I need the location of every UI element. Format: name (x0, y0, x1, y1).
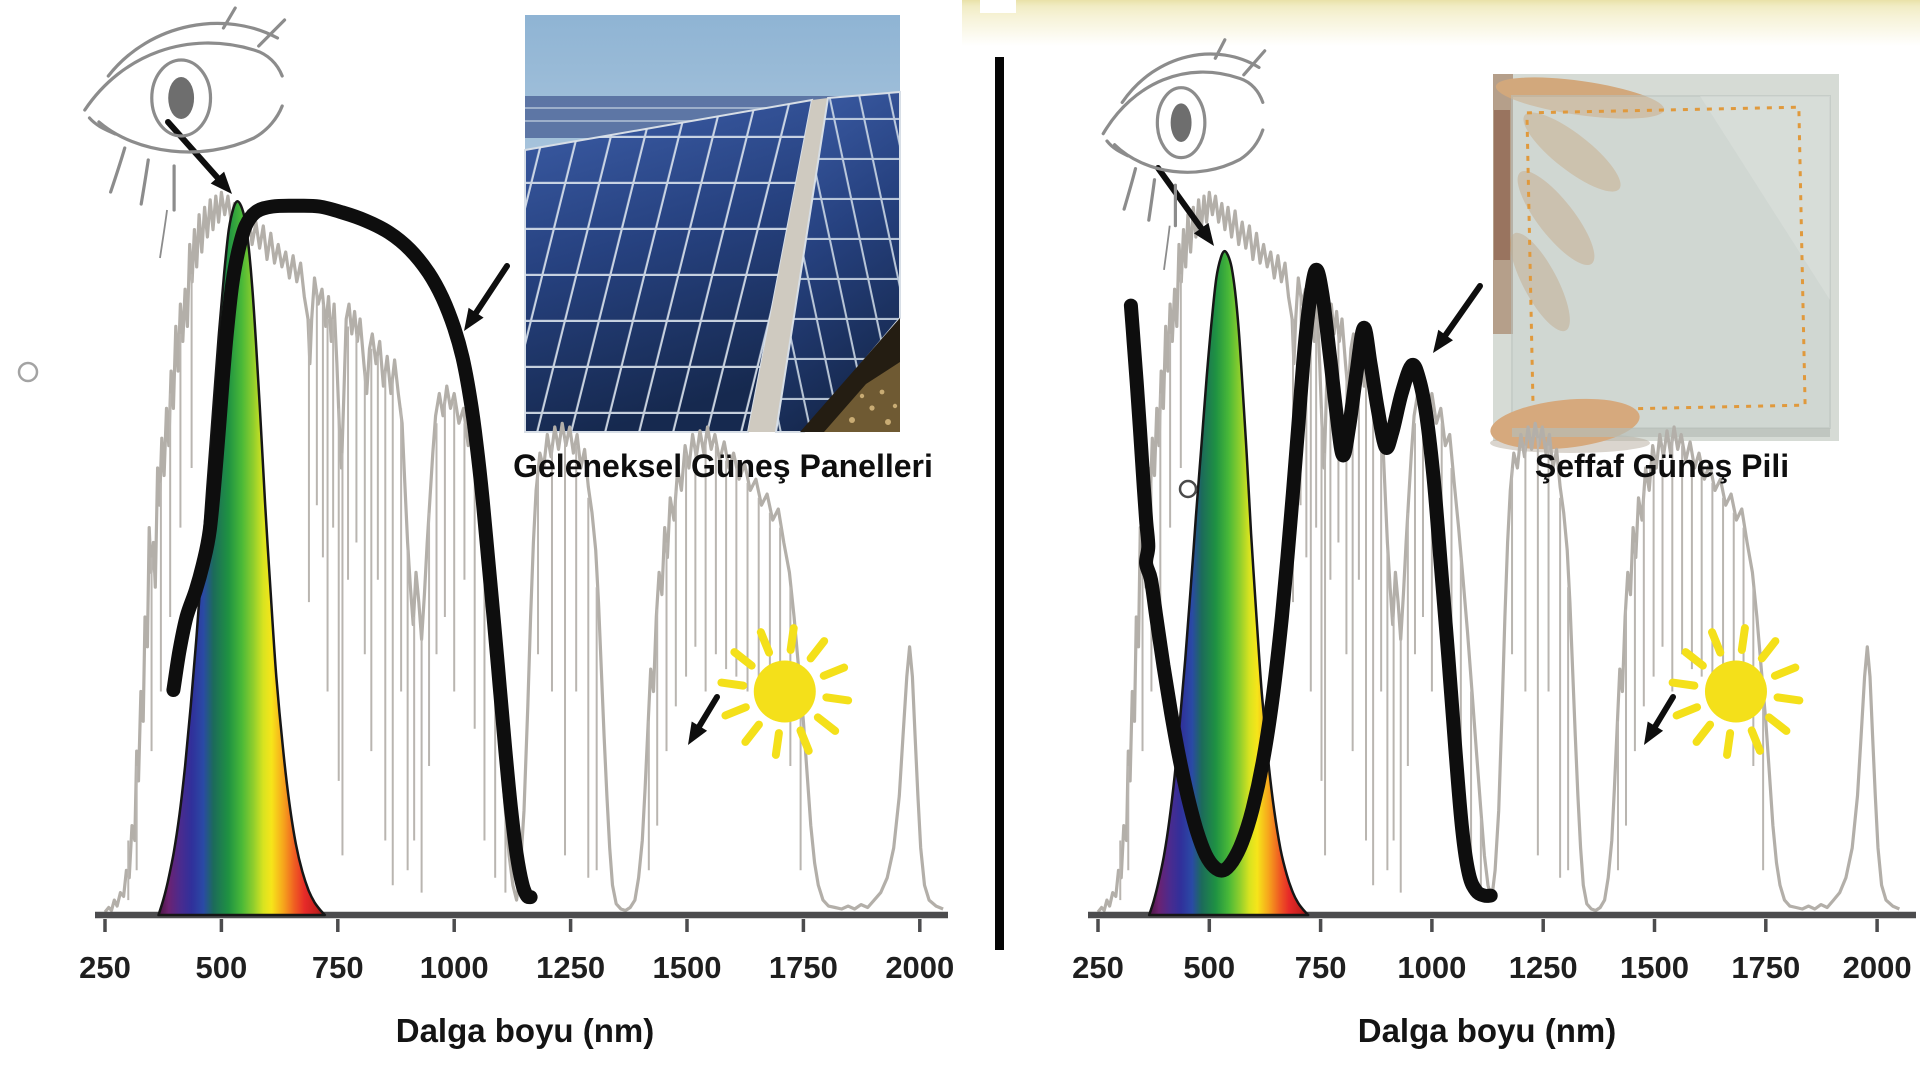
slide-header-band (962, 0, 1920, 46)
axis-tick-label: 500 (196, 950, 248, 985)
axis-tick-label: 1500 (1620, 950, 1689, 985)
atmospheric-absorption-lines (127, 274, 802, 901)
annotation-arrow (165, 119, 232, 194)
sun-icon (717, 624, 853, 759)
axis-tick-label: 1000 (420, 950, 489, 985)
stray-circle-mark (17, 361, 39, 383)
axis-tick-label: 2000 (885, 950, 954, 985)
axis-tick-label: 750 (312, 950, 364, 985)
device-response-curve (166, 198, 538, 905)
annotation-arrow (464, 263, 510, 331)
x-axis-title-right: Dalga boyu (nm) (1357, 1012, 1617, 1049)
axis-tick-label: 1500 (653, 950, 722, 985)
solar-spectrum-curve (103, 190, 944, 914)
header-band-notch (980, 0, 1016, 13)
axis-tick-label: 250 (1072, 950, 1124, 985)
chart-layers-traditional: 250 500 750 1000 1250 1500 1750 2000 (17, 8, 954, 985)
x-axis: 250 500 750 1000 1250 1500 1750 2000 (79, 911, 954, 985)
transparent-cell-photo (1490, 74, 1839, 453)
eye-icon (1103, 40, 1265, 270)
annotation-arrow (1155, 165, 1214, 246)
axis-tick-label: 500 (1183, 950, 1235, 985)
chart-traditional-panel: 250 500 750 1000 1250 1500 1750 2000 (17, 0, 954, 985)
panel-divider-line (995, 57, 1004, 950)
axis-tick-label: 1250 (536, 950, 605, 985)
axis-tick-label: 750 (1295, 950, 1347, 985)
solar-farm-photo (524, 15, 901, 433)
axis-tick-label: 1750 (769, 950, 838, 985)
annotation-arrow (1433, 283, 1483, 353)
eye-icon (85, 8, 285, 258)
annotation-arrow (1644, 694, 1676, 745)
x-axis: 250 500 750 1000 1250 1500 1750 2000 (1072, 911, 1916, 985)
axis-tick-label: 250 (79, 950, 131, 985)
device-response-curve (1123, 262, 1498, 903)
stray-circle-mark (1178, 479, 1198, 499)
axis-tick-label: 1000 (1397, 950, 1466, 985)
sun-icon (1668, 624, 1804, 759)
gravel-speckles (849, 389, 898, 425)
axis-tick-label: 1750 (1731, 950, 1800, 985)
annotation-arrow (688, 694, 720, 745)
visible-light-band (157, 200, 327, 917)
chart-layers-transparent: 250 500 750 1000 1250 1500 1750 2000 (1072, 40, 1916, 985)
chart-transparent-panel: 250 500 750 1000 1250 1500 1750 2000 (1072, 0, 1916, 985)
x-axis-title-left: Dalga boyu (nm) (395, 1012, 655, 1049)
caption-transparent-cell: Şeffaf Güneş Pili (1534, 448, 1790, 484)
caption-traditional-panels: Geleneksel Güneş Panelleri (513, 448, 933, 484)
axis-tick-label: 2000 (1843, 950, 1912, 985)
axis-tick-label: 1250 (1509, 950, 1578, 985)
